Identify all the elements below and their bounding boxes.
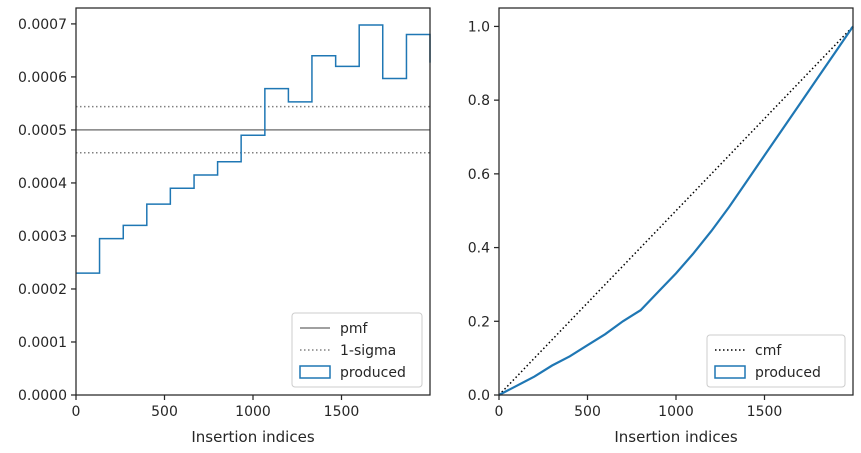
right-legend-label: cmf — [755, 343, 782, 359]
right-y-tick-label: 0.0 — [468, 388, 490, 404]
produced-step-series — [76, 24, 431, 274]
left-x-tick-label: 0 — [72, 404, 81, 420]
left-y-tick-label: 0.0000 — [18, 388, 67, 404]
right-y-tick-label: 0.8 — [468, 93, 490, 109]
left-legend-label: produced — [340, 365, 406, 381]
left-y-tick-label: 0.0003 — [18, 229, 67, 245]
left-y-tick-label: 0.0002 — [18, 282, 67, 298]
right-x-tick-label: 1000 — [658, 404, 694, 420]
right-y-tick-label: 0.6 — [468, 167, 490, 183]
right-chart-ticks: 0 500 1000 1500 0.0 0.2 0.4 0.6 0.8 1.0 — [468, 19, 783, 420]
right-chart-marks — [498, 25, 854, 396]
right-y-tick-label: 1.0 — [468, 19, 490, 35]
left-chart-legend: pmf 1-sigma produced — [291, 312, 423, 388]
left-y-tick-label: 0.0001 — [18, 335, 67, 351]
right-x-tick-label: 0 — [495, 404, 504, 420]
right-legend-box — [706, 334, 846, 388]
right-chart-legend: cmf produced — [706, 334, 846, 388]
left-chart-ticks: 0 500 1000 1500 0.0000 0.0001 0.0002 0.0003 0.00… — [18, 17, 359, 420]
cmf-line — [498, 25, 854, 396]
right-x-tick-label: 500 — [574, 404, 601, 420]
left-x-tick-label: 1500 — [324, 404, 360, 420]
right-legend-label: produced — [755, 365, 821, 381]
left-y-tick-label: 0.0006 — [18, 70, 67, 86]
left-legend-label: pmf — [340, 321, 369, 337]
left-legend-label: 1-sigma — [340, 343, 396, 359]
left-legend-swatch — [299, 365, 331, 379]
left-y-tick-label: 0.0005 — [18, 123, 67, 139]
produced-line — [498, 25, 854, 396]
right-y-tick-label: 0.2 — [468, 314, 490, 330]
right-legend-swatch — [714, 365, 746, 379]
left-x-tick-label: 1000 — [235, 404, 271, 420]
left-x-axis-label: Insertion indices — [191, 428, 314, 446]
left-chart-marks — [76, 24, 431, 274]
right-x-tick-label: 1500 — [747, 404, 783, 420]
right-x-axis-label: Insertion indices — [614, 428, 737, 446]
left-legend-box — [291, 312, 423, 388]
left-y-tick-label: 0.0004 — [18, 176, 67, 192]
right-chart: 0 500 1000 1500 0.0 0.2 0.4 0.6 0.8 1.0 Insertion… — [468, 7, 854, 446]
left-y-tick-label: 0.0007 — [18, 17, 67, 33]
left-x-tick-label: 500 — [151, 404, 178, 420]
left-chart: 0 500 1000 1500 0.0000 0.0001 0.0002 0.0003 0.00… — [18, 7, 431, 446]
right-y-tick-label: 0.4 — [468, 241, 490, 257]
